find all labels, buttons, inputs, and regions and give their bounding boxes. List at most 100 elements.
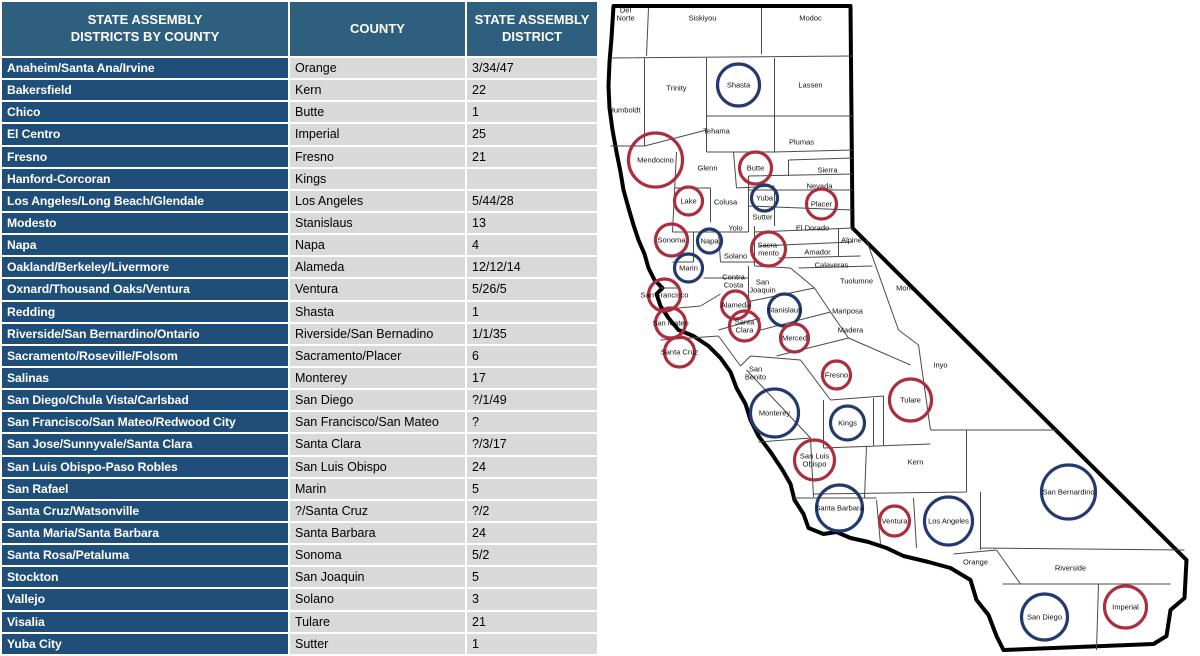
county-label: Alameda	[721, 301, 751, 310]
city-cell: Anaheim/Santa Ana/Irvine	[0, 55, 290, 81]
county-circle-red	[804, 187, 839, 221]
city-cell: Los Angeles/Long Beach/Glendale	[0, 188, 290, 213]
district-cell: 5	[465, 476, 599, 501]
county-circle-red	[727, 309, 762, 343]
county-cell: Riverside/San Bernadino	[288, 321, 467, 346]
table-row: San Jose/Sunnyvale/Santa Clara Santa Clar…	[0, 432, 599, 457]
county-cell: Los Angeles	[288, 188, 467, 213]
city-cell: Oxnard/Thousand Oaks/Ventura	[0, 277, 290, 302]
district-cell: 25	[465, 122, 599, 147]
county-label: San Francisco	[641, 291, 689, 300]
county-label: Kings	[838, 419, 857, 428]
county-circle-navy	[828, 404, 867, 442]
city-cell: San Jose/Sunnyvale/Santa Clara	[0, 432, 290, 457]
table-row: San Francisco/San Mateo/Redwood City San …	[0, 410, 599, 435]
district-cell: ?/2	[465, 498, 599, 523]
county-circle-red	[778, 322, 811, 354]
county-circle-red	[1102, 584, 1149, 630]
county-cell: ?/Santa Cruz	[288, 498, 467, 523]
district-cell: ?	[465, 410, 599, 435]
table-row: Santa Cruz/Watsonville ?/Santa Cruz ?/2	[0, 498, 599, 523]
county-label: Nevada	[807, 182, 834, 191]
city-cell: El Centro	[0, 122, 290, 147]
city-cell: Yuba City	[0, 631, 290, 656]
county-circle-red	[653, 306, 688, 340]
county-cell: Imperial	[288, 122, 467, 147]
district-cell: 12/12/14	[465, 255, 599, 280]
county-label: San Bernardino	[1042, 488, 1094, 497]
table-row: Napa Napa 4	[0, 233, 599, 258]
district-cell: 17	[465, 365, 599, 391]
city-cell: Bakersfield	[0, 78, 290, 103]
table-row: San Diego/Chula Vista/Carlsbad San Diego?…	[0, 388, 599, 413]
city-cell: Hanford-Corcoran	[0, 166, 290, 191]
city-cell: Santa Cruz/Watsonville	[0, 498, 290, 523]
county-circle-red	[672, 185, 705, 217]
county-label: Merced	[782, 334, 807, 343]
county-borders-north	[610, 7, 853, 153]
district-cell: 13	[465, 210, 599, 236]
county-label: Tuolumne	[840, 277, 873, 286]
table-row: Oakland/Berkeley/Livermore Alameda 12/12/1…	[0, 255, 599, 280]
county-label: Butte	[747, 164, 765, 173]
county-circle-navy	[672, 252, 705, 284]
table-row: Hanford-Corcoran Kings	[0, 166, 599, 191]
county-cell: Butte	[288, 100, 467, 125]
table-row: El Centro Imperial 25	[0, 122, 599, 147]
county-cell: Shasta	[288, 299, 467, 324]
county-circle-red	[719, 289, 752, 321]
county-label: Colusa	[714, 198, 738, 207]
table-row: San Rafael Marin 5	[0, 476, 599, 501]
county-cell: Napa	[288, 233, 467, 258]
county-label: Placer	[811, 200, 833, 209]
city-cell: San Francisco/San Mateo/Redwood City	[0, 410, 290, 435]
county-cell: San Diego	[288, 388, 467, 413]
county-circle-red	[887, 377, 934, 423]
county-label: Sierra	[817, 166, 838, 175]
district-cell: 21	[465, 144, 599, 169]
county-circle-navy	[695, 227, 724, 255]
map-overlay: Del Norte Siskiyou Modoc Trinity Shasta Lassen…	[608, 6, 1149, 642]
district-cell: 5/26/5	[465, 277, 599, 302]
city-cell: Stockton	[0, 565, 290, 590]
county-label: Santa Clara	[735, 318, 755, 335]
county-label: Yolo	[728, 224, 742, 233]
city-cell: Sacramento/Roseville/Folsom	[0, 343, 290, 368]
county-label: Ventura	[882, 517, 909, 526]
county-label: Alpine	[841, 236, 862, 245]
county-label: Madera	[838, 326, 864, 335]
table-row: Chico Butte 1	[0, 100, 599, 125]
county-label: Lake	[680, 197, 696, 206]
california-county-map: Del Norte Siskiyou Modoc Trinity Shasta Lassen…	[597, 0, 1200, 656]
county-cell: Sutter	[288, 631, 467, 656]
city-cell: Napa	[0, 233, 290, 258]
city-cell: San Diego/Chula Vista/Carlsbad	[0, 388, 290, 413]
table-row: Fresno Fresno 21	[0, 144, 599, 169]
table-row: Bakersfield Kern 22	[0, 78, 599, 103]
header-districts-by-county: STATE ASSEMBLY DISTRICTS BY COUNTY	[0, 0, 290, 58]
table-row: Santa Maria/Santa Barbara Santa Barbara 24	[0, 520, 599, 546]
county-label: Stanislaus	[767, 306, 802, 315]
city-cell: Santa Maria/Santa Barbara	[0, 520, 290, 546]
city-cell: Vallejo	[0, 587, 290, 612]
county-label: Sutter	[752, 213, 773, 222]
county-label: Shasta	[727, 81, 751, 90]
table-header-row: STATE ASSEMBLY DISTRICTS BY COUNTY COUNT…	[0, 0, 599, 58]
county-label: Lassen	[798, 81, 822, 90]
county-cell: San Luis Obispo	[288, 454, 467, 479]
county-circle-red	[820, 359, 853, 391]
county-cell: Alameda	[288, 255, 467, 280]
district-cell: 24	[465, 520, 599, 546]
county-label: Sacra-mento	[757, 241, 780, 258]
county-label: Calaveras	[815, 261, 849, 270]
county-label: Mono	[896, 284, 915, 293]
county-circle-red	[626, 131, 685, 189]
county-label: Plumas	[789, 138, 814, 147]
table-row: Sacramento/Roseville/Folsom Sacramento/Pl…	[0, 343, 599, 368]
county-cell: Solano	[288, 587, 467, 612]
district-cell	[465, 166, 599, 191]
county-label: Marin	[679, 264, 698, 273]
district-cell: ?/3/17	[465, 432, 599, 457]
table-row: Redding Shasta 1	[0, 299, 599, 324]
county-label: Yuba	[756, 194, 774, 203]
